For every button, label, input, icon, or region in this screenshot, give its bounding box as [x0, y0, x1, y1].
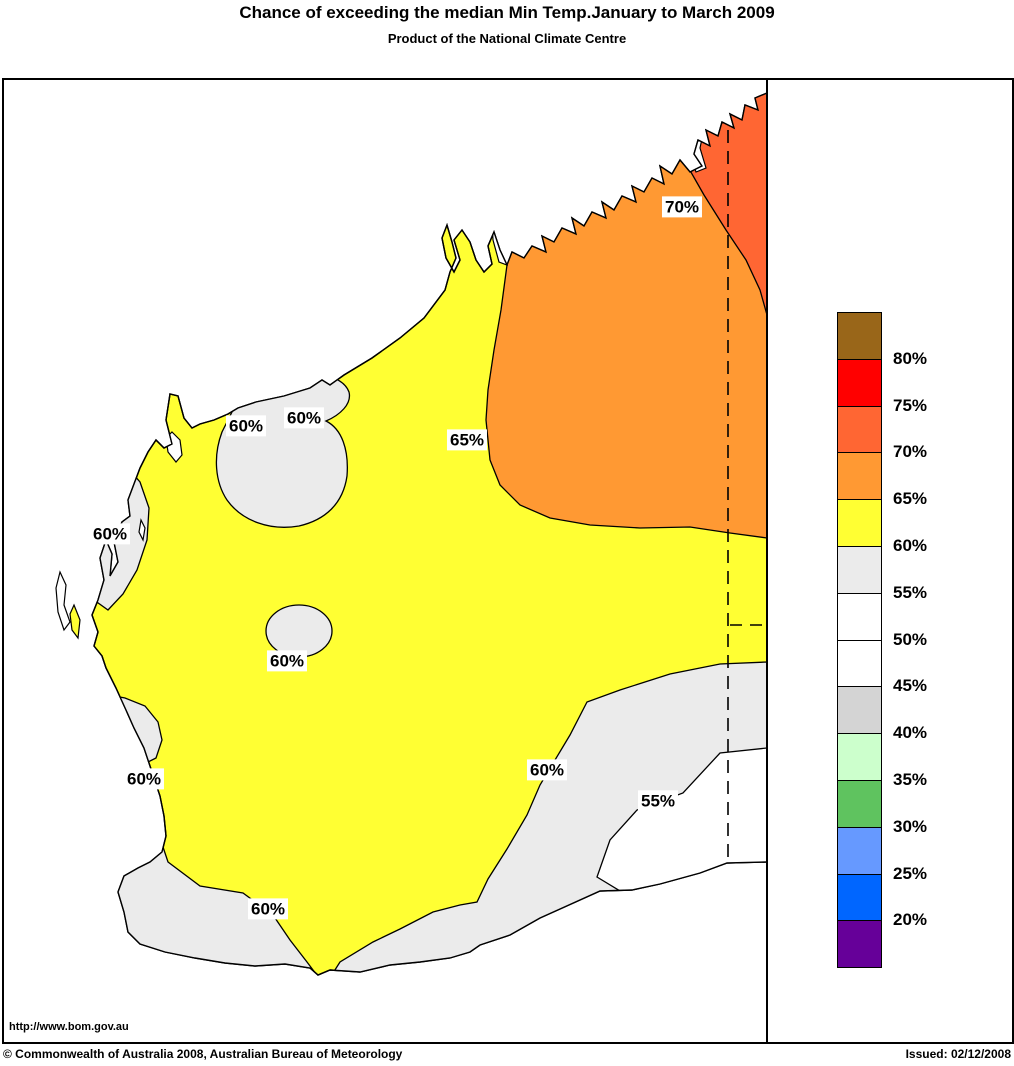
bom-url-text: http://www.bom.gov.au [9, 1021, 129, 1033]
legend-swatch [837, 873, 882, 922]
legend: 80% 75% 70% 65% 60% 55% 50% 45% 40% 35% 30% 25% 20% [837, 312, 977, 972]
legend-label: 30% [893, 816, 928, 836]
legend-label: 60% [893, 536, 928, 555]
legend-swatch [837, 686, 882, 735]
legend-label: 50% [893, 629, 928, 649]
legend-label: 55% [893, 582, 928, 602]
coastline [91, 92, 768, 976]
page-subtitle: Product of the National Climate Centre [387, 31, 627, 46]
legend-swatch [837, 920, 882, 969]
legend-swatch [837, 639, 882, 688]
legend-label: 20% [893, 910, 928, 930]
map-frame: 80% 75% 70% 65% 60% 55% 50% 45% 40% 35% 30% 25% 20% … [2, 78, 1014, 1044]
legend-label: 35% [893, 770, 928, 789]
legend-swatch [837, 592, 882, 641]
legend-label: 25% [893, 863, 928, 883]
issued-date: Issued: 02/12/2008 [905, 1047, 1011, 1061]
legend-label: 45% [893, 676, 928, 696]
legend-label: 40% [893, 723, 928, 743]
legend-label: 80% [893, 348, 928, 368]
island-peron-sliver [69, 603, 81, 640]
cambridge-gulf-inlet [683, 93, 707, 173]
legend-swatch [837, 312, 882, 360]
legend-swatch [837, 733, 882, 781]
wa-probability-map [55, 80, 768, 1042]
island-dirk-hartog [55, 570, 71, 632]
region-60-65-ne-spot [602, 118, 626, 132]
legend-swatch [837, 546, 882, 594]
legend-swatch [837, 405, 882, 454]
legend-swatch [837, 358, 882, 407]
island-small [138, 518, 146, 542]
copyright-text: © Commonwealth of Australia 2008, Austra… [3, 1047, 403, 1061]
legend-swatch [837, 826, 882, 875]
legend-label: 75% [893, 395, 928, 415]
legend-swatch [837, 452, 882, 501]
legend-label: 65% [893, 489, 928, 509]
legend-swatch [837, 780, 882, 828]
legend-swatch [837, 499, 882, 547]
page-title: Chance of exceeding the median Min Temp.… [239, 3, 775, 22]
region-55-60-interior [265, 604, 333, 658]
legend-label: 70% [893, 442, 928, 462]
